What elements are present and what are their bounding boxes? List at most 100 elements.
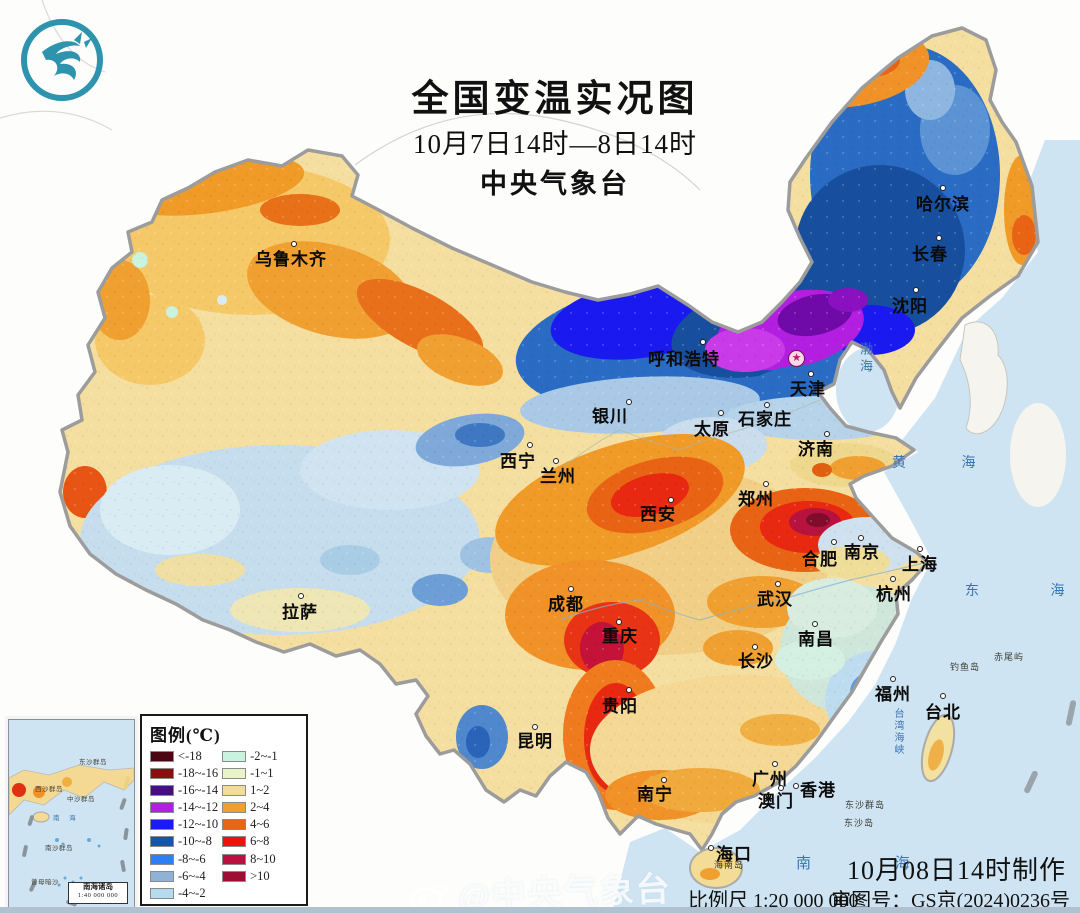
city-label: 杭州 — [876, 585, 912, 604]
inset-title-box: 南海诸岛 1:40 000 000 — [68, 882, 128, 904]
legend-label: 6~8 — [250, 834, 270, 849]
legend-item: 1~2 — [222, 783, 278, 797]
city-label: 合肥 — [802, 550, 838, 569]
china-border — [58, 26, 1040, 852]
city-dot — [763, 481, 769, 487]
map-scale: 比例尺 1:20 000 000 — [688, 890, 859, 912]
city-dot — [831, 539, 837, 545]
legend-swatch — [150, 767, 174, 779]
watermark-text: @中央气象台 — [457, 871, 673, 913]
city-label: 南昌 — [798, 630, 834, 649]
sea-area — [612, 140, 1080, 913]
city-dot — [616, 619, 622, 625]
city-label: 海口 — [716, 845, 752, 864]
city-dot — [626, 399, 632, 405]
city-dot — [858, 535, 864, 541]
legend-label: -1~1 — [250, 765, 274, 780]
islet-label: 东沙岛 — [844, 818, 875, 828]
city-dot — [661, 777, 667, 783]
city-dot — [718, 410, 724, 416]
city-dot — [708, 845, 714, 851]
legend-label: -14~-12 — [178, 800, 219, 815]
made-time: 10月08日14时制作 — [846, 856, 1066, 885]
legend-item: 4~6 — [222, 817, 278, 832]
city-label: 广州 — [752, 770, 788, 789]
city-label: 郑州 — [738, 490, 774, 509]
legend-label: <-18 — [178, 748, 202, 763]
legend-item: -10~-8 — [150, 834, 218, 849]
legend-swatch — [150, 819, 174, 831]
legend-title: 图例(℃) — [150, 726, 221, 745]
sea-label: 东 海 — [965, 584, 1065, 599]
city-dot — [700, 339, 706, 345]
legend-label: -4~-2 — [178, 886, 206, 900]
city-label: 昆明 — [517, 732, 553, 751]
city-label: 南宁 — [637, 785, 673, 804]
city-dot — [668, 497, 674, 503]
city-label: 贵阳 — [602, 697, 638, 716]
city-label: 福州 — [875, 685, 911, 704]
city-label: 沈阳 — [892, 297, 928, 316]
legend-swatch — [222, 853, 247, 865]
city-label: 呼和浩特 — [648, 350, 720, 369]
legend-item: -2~-1 — [222, 749, 278, 763]
legend-label: 1~2 — [250, 782, 270, 797]
inset-map-south-china-sea: 东沙群岛 西沙群岛 中沙群岛南 海南沙群岛 曾母暗沙 南海诸岛 1:40 000 00… — [8, 719, 135, 912]
legend-swatch — [222, 819, 247, 831]
city-label: 银川 — [592, 407, 628, 426]
legend-item: -16~-14 — [150, 783, 218, 797]
legend-label: -12~-10 — [178, 817, 219, 832]
islet-label: 海南岛 — [714, 860, 745, 870]
legend-swatch — [222, 784, 247, 796]
city-dot — [793, 783, 799, 789]
legend-swatch — [150, 750, 174, 762]
legend-swatch — [150, 888, 174, 899]
city-dot — [940, 693, 946, 699]
inset-scale: 1:40 000 000 — [77, 891, 119, 899]
city-dot — [764, 402, 770, 408]
city-dot — [913, 287, 919, 293]
city-label: 西安 — [640, 505, 676, 524]
sea-label: 渤海 — [858, 342, 873, 376]
legend-swatch — [150, 870, 174, 882]
city-dot — [532, 724, 538, 730]
city-label: 长春 — [912, 245, 948, 264]
legend-item: 8~10 — [222, 852, 278, 866]
city-dot — [890, 676, 896, 682]
legend-item: 6~8 — [222, 834, 278, 849]
beijing-star-marker: ★ — [788, 350, 805, 367]
city-label: 武汉 — [757, 590, 793, 609]
legend-swatch — [150, 784, 174, 796]
legend-swatch — [222, 836, 247, 848]
legend-item: 2~4 — [222, 800, 278, 815]
legend-item: -14~-12 — [150, 800, 219, 815]
legend-label: -16~-14 — [178, 782, 219, 797]
city-label: 澳门 — [758, 792, 794, 811]
legend-item: -6~-4 — [150, 869, 218, 883]
city-dot — [752, 644, 758, 650]
city-label: 成都 — [548, 595, 584, 614]
sea-label: 南 海 — [796, 856, 950, 872]
legend-swatch — [150, 836, 174, 848]
legend-item: -1~1 — [222, 766, 278, 780]
city-dot — [291, 241, 297, 247]
legend-label: 2~4 — [250, 800, 270, 815]
legend-label: 8~10 — [250, 851, 276, 866]
legend-label: -6~-4 — [178, 868, 206, 883]
city-label: 台北 — [925, 703, 961, 722]
city-label: 哈尔滨 — [916, 195, 970, 214]
city-dot — [936, 235, 942, 241]
legend-label: 4~6 — [250, 817, 270, 832]
legend-label: -8~-6 — [178, 851, 206, 866]
city-label: 济南 — [798, 440, 834, 459]
inset-label: 东沙群岛 — [79, 759, 107, 766]
sea-label: 黄 海 — [892, 456, 1002, 471]
city-label: 乌鲁木齐 — [255, 250, 327, 269]
city-label: 上海 — [902, 555, 938, 574]
city-label: 太原 — [694, 420, 730, 439]
approval-number: 审图号：GS京(2024)0236号 — [831, 890, 1070, 912]
nine-dash-segment — [1024, 700, 1077, 794]
city-dot — [772, 761, 778, 767]
city-label: 南京 — [844, 543, 880, 562]
